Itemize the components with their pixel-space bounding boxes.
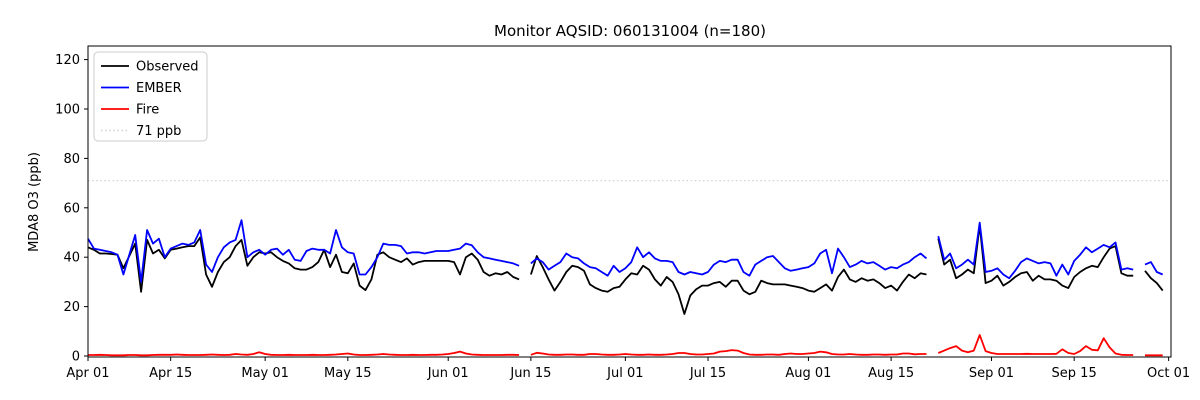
series-line-observed bbox=[937, 224, 1134, 290]
x-tick-label: Apr 15 bbox=[149, 366, 192, 381]
y-tick-label: 100 bbox=[55, 102, 80, 117]
legend: Observed EMBER Fire 71 ppb bbox=[93, 51, 208, 142]
x-tick-label: Sep 01 bbox=[969, 366, 1014, 381]
x-tick-label: Sep 15 bbox=[1052, 366, 1097, 381]
x-tick-label: Jun 15 bbox=[509, 366, 551, 381]
series-line-fire bbox=[530, 349, 927, 356]
x-tick-label: Oct 01 bbox=[1147, 366, 1190, 381]
series-line-fire bbox=[937, 334, 1134, 356]
x-tick-label: Aug 01 bbox=[785, 366, 831, 381]
y-tick-label: 40 bbox=[63, 251, 80, 266]
y-tick-label: 120 bbox=[55, 53, 80, 68]
series-line-ember bbox=[937, 221, 1134, 280]
x-tick-label: Jul 01 bbox=[606, 366, 643, 381]
y-tick-label: 0 bbox=[72, 350, 80, 365]
series-line-fire bbox=[88, 350, 520, 357]
series-line-observed bbox=[1144, 270, 1164, 292]
series-line-ember bbox=[1144, 261, 1164, 276]
legend-label-ember: EMBER bbox=[136, 81, 182, 96]
series-line-ember bbox=[87, 219, 520, 283]
y-tick-label: 60 bbox=[63, 201, 80, 216]
x-tick-label: Aug 15 bbox=[868, 366, 914, 381]
x-tick-label: Apr 01 bbox=[66, 366, 109, 381]
series-line-observed bbox=[87, 236, 520, 293]
y-tick-label: 80 bbox=[63, 152, 80, 167]
axes-spines bbox=[87, 45, 1172, 358]
chart-title: Monitor AQSID: 060131004 (n=180) bbox=[494, 22, 766, 40]
legend-box bbox=[93, 51, 208, 142]
y-axis-label: MDA8 O3 (ppb) bbox=[27, 152, 42, 252]
x-tick-label: Jul 15 bbox=[689, 366, 726, 381]
series-line-ember bbox=[530, 246, 928, 277]
y-tick-label: 20 bbox=[63, 300, 80, 315]
x-tick-label: May 15 bbox=[324, 366, 372, 381]
legend-label-71-ppb: 71 ppb bbox=[136, 124, 181, 139]
legend-label-observed: Observed bbox=[136, 60, 199, 75]
series-line-observed bbox=[530, 255, 927, 315]
legend-label-fire: Fire bbox=[136, 103, 159, 118]
x-tick-label: May 01 bbox=[241, 366, 289, 381]
plot-area: 0 20 40 60 80 100 120 Apr 01 Apr 15 May 01 May 15 J… bbox=[55, 45, 1190, 381]
x-tick-label: Jun 01 bbox=[427, 366, 469, 381]
